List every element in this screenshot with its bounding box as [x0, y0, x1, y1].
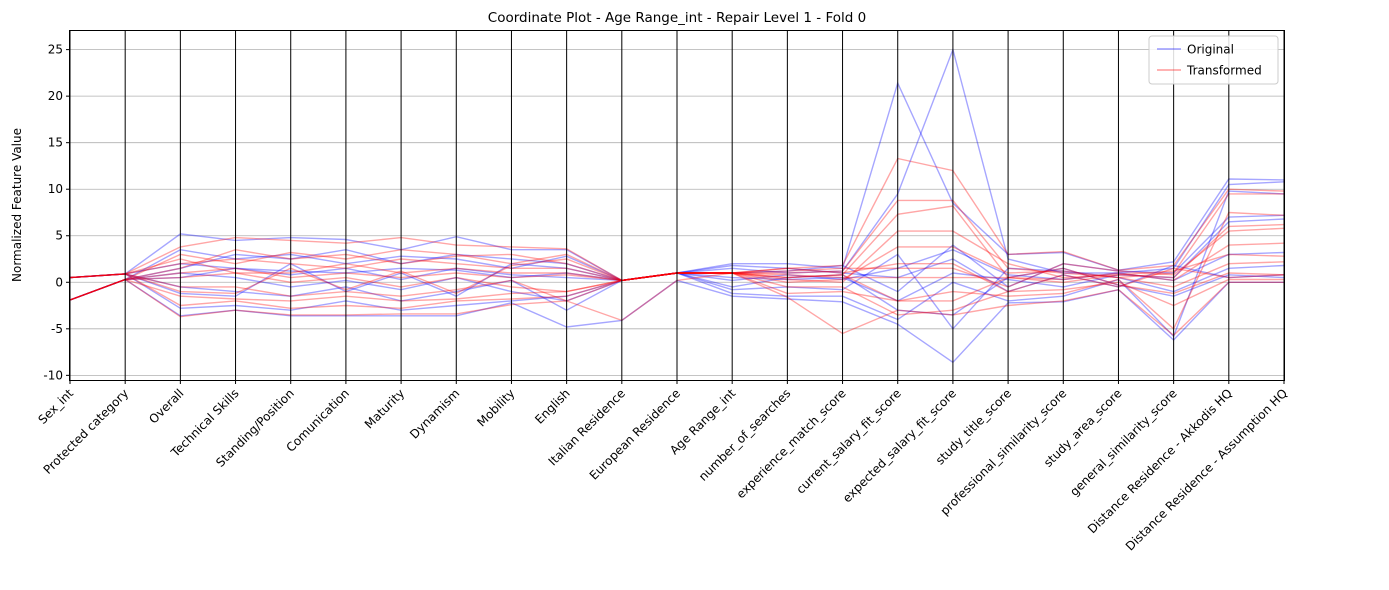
x-tick-label: number_of_searches — [696, 386, 794, 484]
x-tick-label: experience_match_score — [734, 386, 849, 501]
legend-box — [1148, 35, 1279, 85]
y-tick-label: 10 — [48, 182, 63, 196]
chart-title: Coordinate Plot - Age Range_int - Repair… — [488, 10, 866, 26]
y-tick-label: 20 — [48, 89, 63, 103]
y-ticks: -10 -5 0 5 10 15 20 25 — [43, 43, 70, 382]
x-tick-label: Dynamism — [407, 386, 462, 441]
legend-label-transformed: Transformed — [1186, 64, 1262, 78]
y-tick-label: -10 — [43, 368, 63, 382]
legend: Original Transformed — [1148, 35, 1279, 85]
y-axis-title: Normalized Feature Value — [10, 128, 24, 282]
x-tick-label: Sex_int — [35, 386, 76, 427]
x-tick-label: European Residence — [587, 386, 683, 482]
x-tick-label: Overall — [146, 386, 186, 426]
x-tick-label: Mobility — [474, 386, 517, 429]
y-tick-label: -5 — [51, 322, 63, 336]
x-tick-label: English — [532, 386, 573, 427]
y-tick-label: 5 — [55, 229, 63, 243]
legend-label-original: Original — [1187, 43, 1234, 57]
y-tick-label: 15 — [48, 136, 63, 150]
y-tick-label: 25 — [48, 43, 63, 57]
x-tick-label: Maturity — [362, 386, 407, 431]
feature-axes — [69, 31, 1285, 380]
x-tick-label: expected_salary_fit_score — [840, 386, 959, 505]
plot-frame — [69, 30, 1285, 381]
x-tick-label: current_salary_fit_score — [793, 386, 903, 496]
y-tick-label: 0 — [55, 275, 63, 289]
x-tick-label: general_similarity_score — [1067, 386, 1180, 499]
